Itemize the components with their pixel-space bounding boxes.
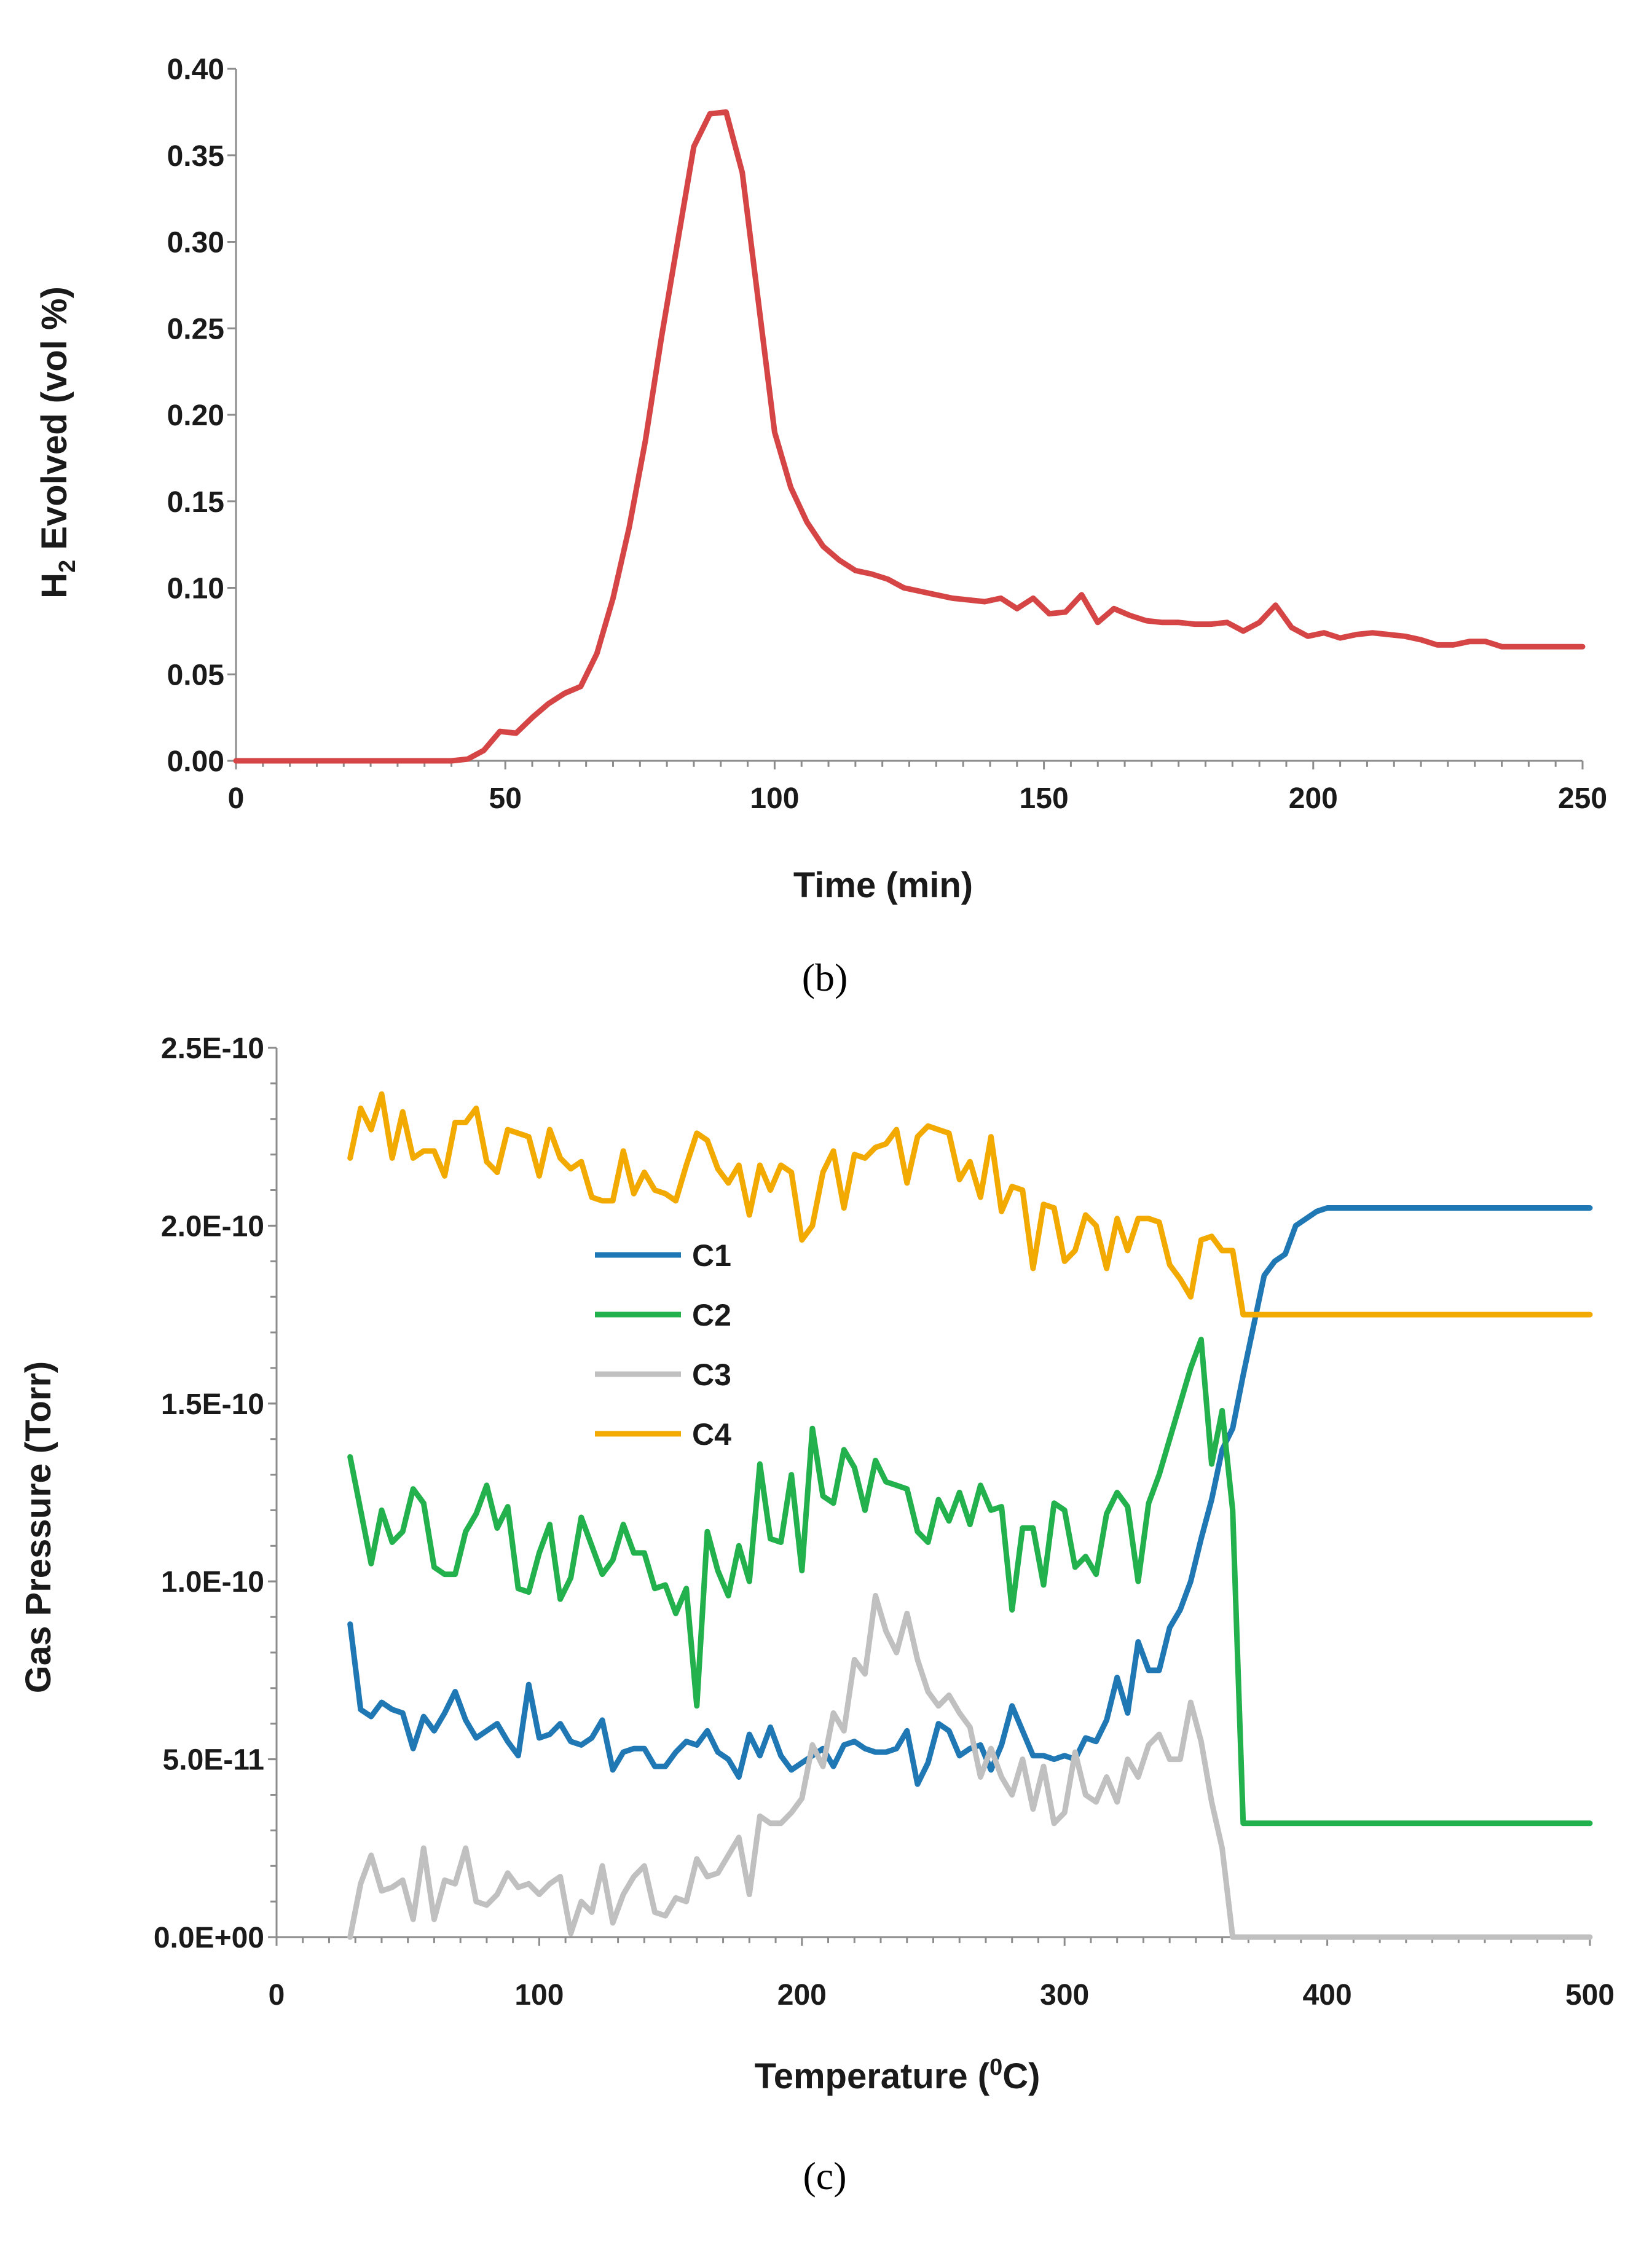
chart-b-y-axis-title-main: H <box>34 573 74 599</box>
chart-c-legend: C1 C2 C3 C4 <box>595 1238 731 1452</box>
chart-panel-b: 0.00 0.05 0.10 0.15 0.20 0.25 0.30 0.35 0.40 0 50… <box>34 53 1607 999</box>
chart-c-x-axis-title-main: Temperature ( <box>755 2056 990 2096</box>
chart-b-series <box>233 109 1586 764</box>
series-line-c1 <box>347 1205 1593 1787</box>
chart-c-x-tick-label: 500 <box>1565 1979 1615 2011</box>
chart-c-panel-label: (c) <box>803 2154 846 2198</box>
chart-b-x-tick-label: 250 <box>1558 782 1607 815</box>
chart-b-y-tick-label: 0.20 <box>167 399 224 432</box>
chart-c-x-tick-label: 0 <box>269 1979 285 2011</box>
series-line-c3 <box>347 1592 1593 1940</box>
chart-c-y-tick-label: 0.0E+00 <box>154 1922 264 1954</box>
chart-c-x-tick-label: 200 <box>777 1979 827 2011</box>
chart-c-x-tick-label: 400 <box>1303 1979 1352 2011</box>
chart-panel-c: 0.0E+00 5.0E-11 1.0E-10 1.5E-10 2.0E-10 2.5E-… <box>18 1032 1615 2198</box>
chart-c-x-axis-title: Temperature (0C) <box>755 2054 1040 2096</box>
chart-c-y-tick-label: 5.0E-11 <box>163 1744 264 1777</box>
legend-label-c2: C2 <box>692 1298 731 1332</box>
chart-c-y-tick-labels: 0.0E+00 5.0E-11 1.0E-10 1.5E-10 2.0E-10 2.5E-… <box>154 1032 264 1954</box>
chart-c-y-tick-label: 2.0E-10 <box>161 1210 264 1243</box>
legend-label-c4: C4 <box>692 1417 731 1452</box>
legend-label-c3: C3 <box>692 1358 731 1392</box>
chart-b-x-tick-label: 200 <box>1289 782 1338 815</box>
chart-b-x-tick-label: 0 <box>228 782 245 815</box>
chart-b-x-tick-label: 150 <box>1020 782 1069 815</box>
series-line-h2 <box>233 109 1586 764</box>
chart-c-y-tick-label: 2.5E-10 <box>161 1032 264 1065</box>
chart-c-x-tick-labels: 0 100 200 300 400 500 <box>269 1979 1615 2011</box>
chart-b-y-tick-label: 0.30 <box>167 227 224 259</box>
chart-b-x-axis-title: Time (min) <box>793 865 973 905</box>
chart-b-y-tick-label: 0.10 <box>167 573 224 605</box>
chart-b-y-tick-labels: 0.00 0.05 0.10 0.15 0.20 0.25 0.30 0.35 0.40 <box>167 53 224 778</box>
chart-b-y-tick-label: 0.40 <box>167 53 224 86</box>
chart-c-y-tick-label: 1.0E-10 <box>161 1566 264 1598</box>
chart-c-x-tick-label: 300 <box>1040 1979 1089 2011</box>
chart-b-y-tick-label: 0.15 <box>167 486 224 519</box>
chart-b-y-axis-title-subscript: 2 <box>55 560 81 573</box>
chart-c-x-axis-title-rest: C) <box>1002 2056 1040 2096</box>
chart-b-y-tick-label: 0.05 <box>167 659 224 691</box>
chart-c-series <box>347 1091 1593 1940</box>
chart-b-y-tick-label: 0.00 <box>167 745 224 778</box>
chart-b-panel-label: (b) <box>802 956 848 999</box>
chart-b-x-tick-labels: 0 50 100 150 200 250 <box>228 782 1607 815</box>
legend-label-c1: C1 <box>692 1238 731 1273</box>
chart-b-y-axis-title: H2 Evolved (vol %) <box>34 286 81 599</box>
series-line-c4 <box>347 1091 1593 1318</box>
chart-b-y-axis-title-rest: Evolved (vol %) <box>34 286 74 560</box>
chart-c-x-axis-title-superscript: 0 <box>989 2054 1002 2080</box>
chart-b-x-tick-label: 100 <box>750 782 799 815</box>
chart-c-y-tick-label: 1.5E-10 <box>161 1388 264 1421</box>
chart-b-x-tick-label: 50 <box>489 782 522 815</box>
chart-b-y-tick-label: 0.35 <box>167 140 224 173</box>
chart-b-y-tick-label: 0.25 <box>167 313 224 345</box>
series-line-c2 <box>347 1337 1593 1826</box>
chart-c-x-tick-label: 100 <box>514 1979 564 2011</box>
chart-c-y-axis-title: Gas Pressure (Torr) <box>18 1361 58 1693</box>
